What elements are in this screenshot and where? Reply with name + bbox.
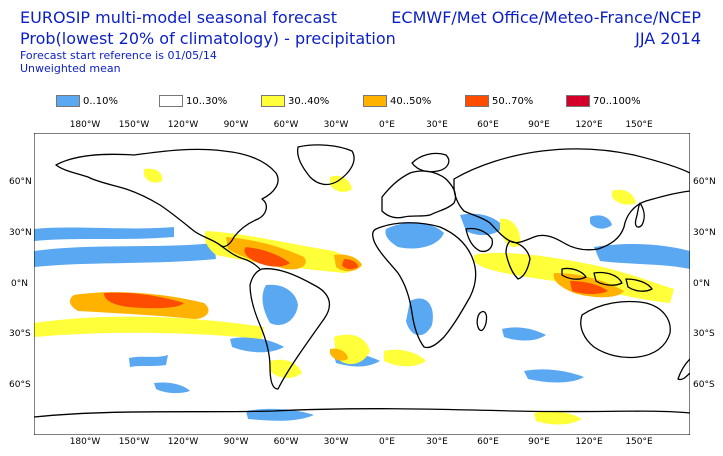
lat-tick-label: 60°S <box>693 380 715 390</box>
yellow-probability-area <box>144 168 163 183</box>
lon-tick-label: 60°W <box>273 120 299 130</box>
legend-item: 10..30% <box>159 95 227 107</box>
legend-swatch <box>56 95 80 107</box>
lat-tick-label: 30°N <box>693 228 716 238</box>
lat-tick-label: 0°N <box>11 279 28 289</box>
lon-tick-label: 150°W <box>118 120 150 130</box>
lon-tick-label: 30°E <box>426 437 448 447</box>
lat-tick-label: 0°N <box>693 279 710 289</box>
red-probability-area <box>244 247 290 267</box>
yellow-probability-area <box>534 411 582 425</box>
blue-probability-area <box>262 284 298 325</box>
lat-tick-label: 30°S <box>693 329 715 339</box>
legend-swatch <box>261 95 285 107</box>
legend-swatch <box>363 95 387 107</box>
coastlines <box>34 144 690 418</box>
lon-tick-label: 90°W <box>223 437 249 447</box>
lon-tick-label: 30°E <box>426 120 448 130</box>
lon-tick-label: 180°W <box>69 120 101 130</box>
blue-probability-area <box>34 227 174 241</box>
world-map <box>34 133 690 435</box>
legend-label: 40..50% <box>390 95 432 107</box>
legend-swatch <box>566 95 590 107</box>
lon-tick-label: 60°E <box>477 120 499 130</box>
legend-label: 0..10% <box>83 95 118 107</box>
blue-probability-area <box>246 408 314 421</box>
lat-tick-label: 30°S <box>9 329 31 339</box>
lat-tick-label: 30°N <box>9 228 32 238</box>
legend-item: 70..100% <box>566 95 641 107</box>
lon-tick-label: 120°W <box>167 120 199 130</box>
mean-type: Unweighted mean <box>20 62 121 75</box>
lon-tick-label: 0°E <box>379 437 395 447</box>
blue-probability-area <box>502 327 546 341</box>
lon-tick-label: 30°W <box>323 437 349 447</box>
lon-tick-label: 120°W <box>167 437 199 447</box>
legend-label: 70..100% <box>593 95 641 107</box>
lon-tick-label: 90°W <box>223 120 249 130</box>
lon-tick-label: 30°W <box>323 120 349 130</box>
blue-probability-area <box>129 355 168 367</box>
orange-probability-area <box>330 348 348 361</box>
yellow-probability-area <box>500 218 521 248</box>
yellow-probability-area <box>330 175 352 192</box>
yellow-probability-area <box>34 316 264 339</box>
lat-tick-label: 60°S <box>9 380 31 390</box>
lon-tick-label: 150°E <box>625 437 653 447</box>
legend-item: 0..10% <box>56 95 118 107</box>
blue-probability-area <box>154 382 190 394</box>
red-probability-area <box>570 281 608 294</box>
lon-tick-label: 90°E <box>528 437 550 447</box>
map-subtitle: Prob(lowest 20% of climatology) - precip… <box>20 29 396 48</box>
lon-tick-label: 150°W <box>118 437 150 447</box>
red-probability-area <box>104 292 184 309</box>
blue-probability-area <box>524 369 584 383</box>
yellow-probability-area <box>612 189 636 205</box>
red-probability-area <box>342 259 358 270</box>
blue-probability-area <box>34 243 216 267</box>
lon-tick-label: 120°E <box>575 437 603 447</box>
lon-tick-label: 90°E <box>528 120 550 130</box>
blue-probability-area <box>385 222 444 249</box>
legend-label: 30..40% <box>288 95 330 107</box>
legend-swatch <box>159 95 183 107</box>
legend-item: 50..70% <box>465 95 533 107</box>
yellow-probability-area <box>384 349 426 367</box>
lon-tick-label: 60°E <box>477 437 499 447</box>
legend-label: 10..30% <box>186 95 228 107</box>
lon-tick-label: 0°E <box>379 120 395 130</box>
lon-tick-label: 180°W <box>69 437 101 447</box>
centres-label: ECMWF/Met Office/Meteo-France/NCEP <box>391 8 701 27</box>
forecast-reference: Forecast start reference is 01/05/14 <box>20 49 217 62</box>
season-label: JJA 2014 <box>635 29 701 48</box>
blue-probability-area <box>594 244 690 269</box>
legend-item: 30..40% <box>261 95 329 107</box>
lat-tick-label: 60°N <box>9 177 32 187</box>
legend-swatch <box>465 95 489 107</box>
lat-tick-label: 60°N <box>693 177 716 187</box>
map-title: EUROSIP multi-model seasonal forecast <box>20 8 337 27</box>
blue-probability-area <box>460 213 504 236</box>
lon-tick-label: 150°E <box>625 120 653 130</box>
legend-item: 40..50% <box>363 95 431 107</box>
blue-probability-area <box>230 337 284 353</box>
lon-tick-label: 60°W <box>273 437 299 447</box>
legend-label: 50..70% <box>492 95 534 107</box>
lon-tick-label: 120°E <box>575 120 603 130</box>
yellow-probability-area <box>270 359 302 379</box>
blue-probability-area <box>406 298 433 336</box>
blue-probability-area <box>590 215 612 229</box>
